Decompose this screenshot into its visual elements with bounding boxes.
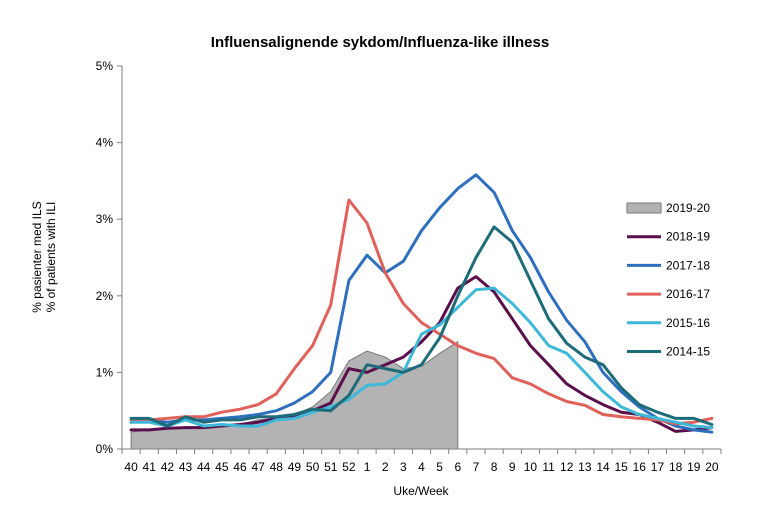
- x-tick-label: 43: [179, 460, 193, 474]
- x-tick-label: 50: [306, 460, 320, 474]
- x-tick-label: 40: [124, 460, 138, 474]
- legend-item: 2017-18: [627, 258, 710, 272]
- legend-label: 2015-16: [666, 316, 710, 330]
- x-tick-label: 45: [215, 460, 229, 474]
- y-tick-label: 0%: [96, 442, 114, 456]
- line-series-2017-18: [129, 173, 714, 434]
- x-tick-label: 15: [614, 460, 628, 474]
- chart-title: Influensalignende sykdom/Influenza-like …: [210, 34, 550, 51]
- y-tick-label: 4%: [96, 136, 114, 150]
- y-tick-label: 1%: [96, 365, 114, 379]
- y-tick-label: 5%: [96, 59, 114, 73]
- x-tick-label: 42: [161, 460, 175, 474]
- axes-layer: [117, 65, 722, 454]
- line-series-2015-16: [129, 286, 714, 430]
- x-tick-label: 16: [633, 460, 647, 474]
- x-tick-label: 3: [400, 460, 407, 474]
- x-tick-label: 8: [491, 460, 498, 474]
- legend-item: 2018-19: [627, 230, 710, 244]
- x-tick-label: 10: [524, 460, 538, 474]
- x-tick-label: 20: [705, 460, 719, 474]
- x-tick-label: 51: [324, 460, 338, 474]
- x-tick-label: 6: [454, 460, 461, 474]
- x-tick-label: 2: [382, 460, 389, 474]
- line-series-2016-17: [129, 198, 714, 426]
- legend-label: 2019-20: [666, 201, 710, 215]
- x-tick-label: 1: [364, 460, 371, 474]
- x-tick-label: 11: [542, 460, 555, 474]
- legend-label: 2014-15: [666, 345, 710, 359]
- x-tick-label: 13: [578, 460, 592, 474]
- x-tick-label: 44: [197, 460, 211, 474]
- lines-layer: [129, 173, 714, 434]
- legend-label: 2016-17: [666, 287, 710, 301]
- legend: 2019-20 2018-19 2017-18 2016-17 2015-16 2014-…: [626, 201, 710, 359]
- x-axis-label: Uke/Week: [393, 484, 449, 498]
- x-tick-label: 46: [233, 460, 247, 474]
- x-tick-label: 7: [473, 460, 480, 474]
- x-tick-label: 14: [596, 460, 610, 474]
- legend-item: 2016-17: [627, 287, 710, 301]
- x-tick-label: 17: [651, 460, 665, 474]
- y-tick-label: 3%: [96, 212, 114, 226]
- x-tick-label: 9: [509, 460, 516, 474]
- x-tick-label: 4: [418, 460, 425, 474]
- x-tick-label: 5: [436, 460, 443, 474]
- legend-item: 2015-16: [627, 316, 710, 330]
- line-series-2014-15: [129, 225, 714, 428]
- legend-swatch-2019-20: [626, 202, 662, 214]
- legend-item: 2014-15: [627, 345, 710, 359]
- tick-labels-layer: 0%1%2%3%4%5%40 41 42 43 44 45 46 47 48 49 50 51 52 1 2…: [96, 59, 719, 474]
- x-tick-label: 48: [270, 460, 284, 474]
- x-tick-label: 19: [687, 460, 701, 474]
- x-tick-label: 52: [342, 460, 356, 474]
- x-tick-label: 47: [251, 460, 265, 474]
- x-tick-label: 12: [560, 460, 574, 474]
- legend-label: 2017-18: [666, 258, 710, 272]
- legend-label: 2018-19: [666, 230, 710, 244]
- x-tick-label: 18: [669, 460, 683, 474]
- x-tick-label: 41: [143, 460, 157, 474]
- y-tick-label: 2%: [96, 289, 114, 303]
- x-tick-label: 49: [288, 460, 302, 474]
- legend-item: 2019-20: [626, 201, 710, 215]
